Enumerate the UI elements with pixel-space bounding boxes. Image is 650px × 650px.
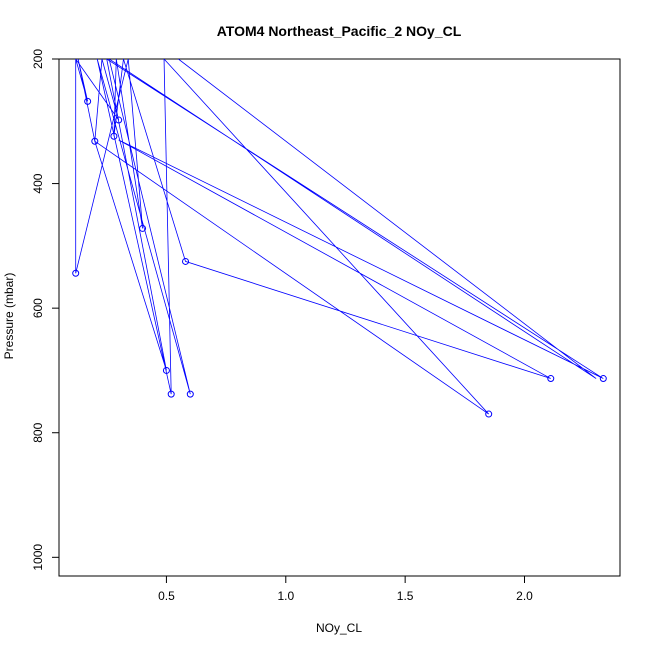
- data-point: [110, 132, 118, 140]
- data-point: [72, 269, 80, 277]
- data-point: [115, 116, 123, 124]
- data-point: [599, 375, 607, 383]
- x-axis: 0.5 1.0 1.5 2.0: [158, 576, 533, 603]
- y-axis-label: Pressure (mbar): [2, 273, 16, 360]
- data-point: [186, 390, 194, 398]
- x-tick-label: 1.5: [397, 589, 414, 603]
- data-point: [162, 366, 170, 374]
- chart-title: ATOM4 Northeast_Pacific_2 NOy_CL: [217, 23, 462, 39]
- y-tick-label: 600: [31, 298, 45, 318]
- x-tick-label: 2.0: [516, 589, 533, 603]
- y-tick-label: 200: [31, 49, 45, 69]
- y-tick-label: 400: [31, 173, 45, 193]
- x-tick-label: 1.0: [277, 589, 294, 603]
- series-group: [72, 59, 607, 418]
- data-point: [485, 410, 493, 418]
- y-tick-label: 1000: [31, 544, 45, 571]
- data-point: [91, 137, 99, 145]
- x-tick-label: 0.5: [158, 589, 175, 603]
- data-point: [139, 224, 147, 232]
- plot-frame: [58, 58, 621, 577]
- y-axis: 200 400 600 800 1000: [31, 49, 59, 571]
- data-point: [84, 97, 92, 105]
- x-axis-label: NOy_CL: [316, 621, 362, 635]
- data-point: [182, 257, 190, 265]
- data-point: [547, 375, 555, 383]
- y-tick-label: 800: [31, 422, 45, 442]
- series-line: [75, 59, 604, 415]
- data-point: [167, 390, 175, 398]
